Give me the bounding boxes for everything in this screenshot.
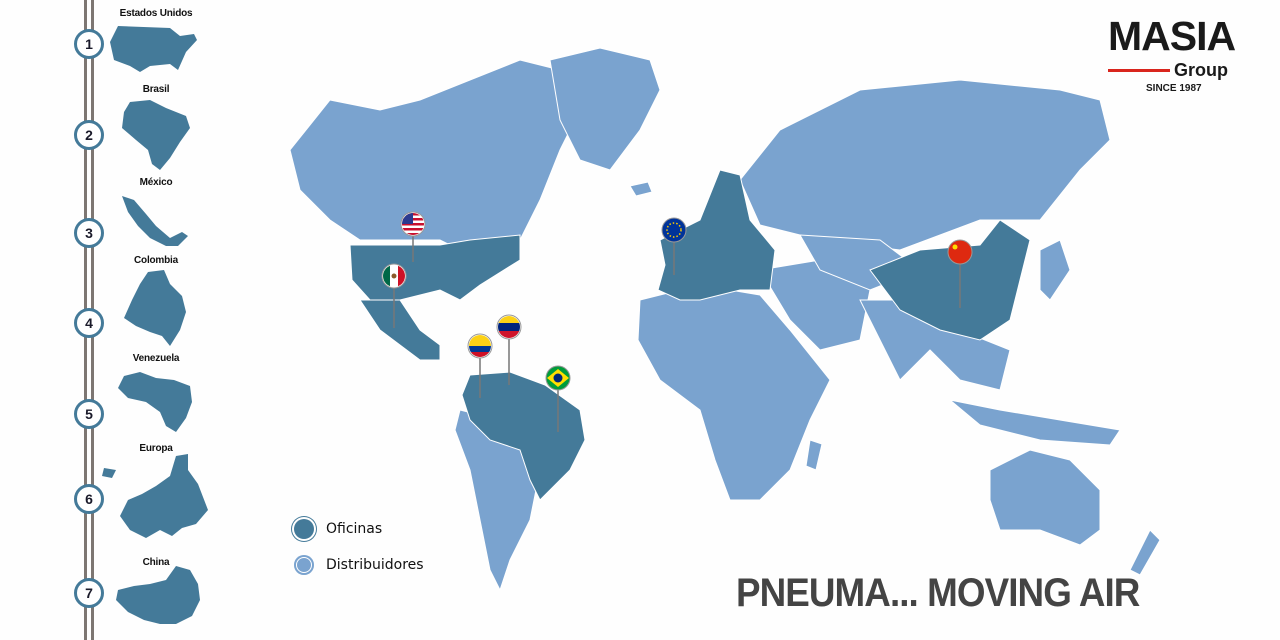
russia [739,79,1111,251]
step-4-badge: 4 [74,308,104,338]
brazil-flag-icon [545,365,571,432]
step-1-badge: 1 [74,29,104,59]
masia-group-logo: MASIA Group SINCE 1987 [1108,12,1258,95]
country-label: China [142,557,170,568]
offices-swatch-icon [294,519,314,539]
step-7-badge: 7 [74,578,104,608]
country-silhouettes [102,26,208,624]
venezuela-flag-icon [496,314,522,385]
distributors-swatch-icon [294,555,314,575]
country-label: Colombia [134,255,178,266]
logo-since: SINCE 1987 [1146,83,1202,94]
africa [637,284,831,501]
country-label: Europa [139,443,173,454]
iceland [629,181,653,197]
colombia-flag-icon [467,333,493,398]
slogan: PNEUMA... MOVING AIR [736,571,1140,615]
step-6-badge: 6 [74,484,104,514]
logo-accent-bar [1108,68,1170,72]
usa-office [349,234,521,301]
step-5-badge: 5 [74,399,104,429]
logo-name: MASIA [1108,13,1236,59]
indonesia [949,399,1121,446]
greenland [549,47,661,171]
united-states-flag-icon [400,211,426,262]
china-silhouette [116,566,200,624]
european-union-flag-icon [661,217,687,275]
colombia-silhouette [124,270,186,346]
country-label: Brasil [142,84,170,95]
legend-label: Distribuidores [326,557,424,573]
new-zealand [1129,529,1161,576]
step-3-badge: 3 [74,218,104,248]
country-label: Estados Unidos [119,8,193,19]
australia [989,449,1101,546]
step-2-badge: 2 [74,120,104,150]
usa-silhouette [110,26,197,72]
europe-office [657,169,776,301]
logo-sub: Group [1174,60,1228,80]
china-flag-icon [947,239,973,308]
mexico-flag-icon [381,263,407,328]
pins [381,211,973,432]
madagascar [805,439,823,471]
venezuela-silhouette [118,372,192,432]
colombia-venezuela-brazil-office [461,371,586,501]
country-label: Venezuela [132,353,180,364]
mexico-office [359,299,441,361]
legend-label: Oficinas [326,521,383,537]
brazil-silhouette [122,100,190,170]
mexico-silhouette [122,196,188,246]
europe-silhouette [102,454,208,538]
japan [1039,239,1071,301]
canada-alaska [289,59,581,261]
country-label: México [139,177,173,188]
